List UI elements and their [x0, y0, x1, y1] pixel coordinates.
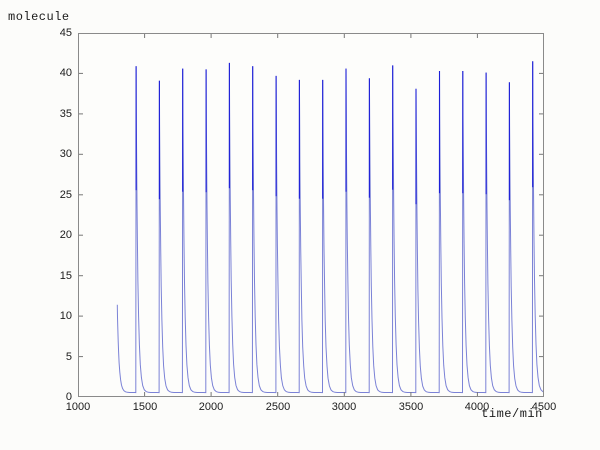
x-tick-label: 3500	[398, 401, 424, 413]
x-tick-label: 1000	[65, 401, 91, 413]
y-tick-label: 40	[59, 67, 72, 79]
plot-area	[78, 33, 544, 397]
x-tick-label: 2500	[265, 401, 291, 413]
y-tick-label: 0	[65, 391, 72, 403]
y-tick-label: 35	[59, 108, 72, 120]
y-tick-label: 25	[59, 189, 72, 201]
x-axis-label: time/min	[481, 407, 543, 421]
y-tick-label: 30	[59, 148, 72, 160]
axes-box	[78, 33, 544, 397]
x-tick-label: 4000	[464, 401, 490, 413]
molecule-series-line	[116, 61, 544, 394]
y-tick-label: 45	[59, 27, 72, 39]
x-tick-label: 1500	[132, 401, 158, 413]
x-tick-label: 3000	[331, 401, 357, 413]
line-chart	[78, 33, 544, 397]
y-tick-label: 15	[59, 270, 72, 282]
y-axis-label: molecule	[8, 10, 70, 24]
y-tick-label: 10	[59, 310, 72, 322]
x-tick-label: 2000	[198, 401, 224, 413]
y-tick-label: 20	[59, 229, 72, 241]
x-tick-label: 4500	[531, 401, 557, 413]
y-tick-label: 5	[65, 351, 72, 363]
